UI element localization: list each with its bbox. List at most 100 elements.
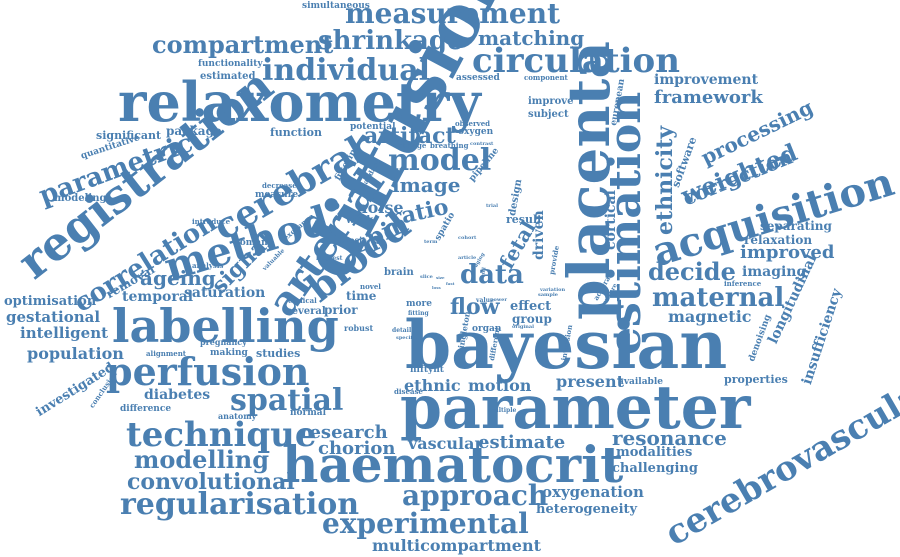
word-novel: novel bbox=[360, 282, 381, 291]
word-flow: flow bbox=[450, 294, 500, 320]
word-making: making bbox=[210, 348, 248, 358]
word-time: time bbox=[346, 289, 377, 303]
word-work: work bbox=[346, 215, 374, 226]
word-modelling: modelling bbox=[134, 445, 270, 474]
word-breathing: breathing bbox=[430, 141, 469, 150]
word-more: more bbox=[406, 299, 432, 309]
word-difference: difference bbox=[120, 404, 172, 414]
word-alignment: alignment bbox=[146, 349, 187, 358]
word-haematocrit: haematocrit bbox=[282, 435, 624, 494]
word-diabetes: diabetes bbox=[144, 387, 211, 403]
word-normal: normal bbox=[290, 408, 327, 418]
word-bayesian: bayesian bbox=[405, 306, 728, 384]
word-decide: decide bbox=[648, 257, 736, 286]
word-oxygenation: oxygenation bbox=[542, 483, 644, 501]
word-modeling: modeling bbox=[54, 193, 107, 204]
word-loss: loss bbox=[432, 285, 441, 290]
word-variation: variation bbox=[540, 287, 566, 293]
word-original: original bbox=[512, 324, 535, 330]
word-improvement: improvement bbox=[654, 72, 759, 88]
word-ethnic: ethnic bbox=[404, 376, 461, 395]
word-robust: robust bbox=[344, 323, 374, 333]
word-fast: fast bbox=[446, 281, 455, 286]
word-shrinkage: shrinkage bbox=[318, 26, 464, 56]
word-noise: noise bbox=[356, 198, 404, 217]
word-intelligent: intelligent bbox=[20, 324, 109, 342]
word-cohort: cohort bbox=[458, 235, 477, 241]
word-relaxometry: relaxometry bbox=[118, 70, 481, 134]
word-model: model bbox=[388, 143, 492, 178]
word-interest: interest bbox=[316, 255, 343, 262]
word-package: package bbox=[166, 124, 222, 138]
word-article: article bbox=[458, 255, 477, 261]
word-relaxation: relaxation bbox=[744, 233, 813, 247]
word-introduce: introduce bbox=[192, 217, 231, 226]
word-circulation: circulation bbox=[472, 41, 680, 81]
word-present: present bbox=[556, 372, 625, 391]
word-heterogeneity: heterogeneity bbox=[536, 502, 638, 517]
word-decrease: decrease bbox=[262, 181, 297, 190]
word-approach: approach bbox=[402, 479, 549, 512]
word-prior: prior bbox=[324, 303, 358, 317]
word-magnetic: magnetic bbox=[668, 307, 752, 326]
word-subject: subject bbox=[528, 109, 569, 120]
word-power: power bbox=[490, 297, 507, 303]
word-organ: organ bbox=[472, 324, 502, 334]
word-function: function bbox=[270, 126, 323, 139]
word-design: design bbox=[507, 178, 525, 217]
word-insufficiency: insufficiency bbox=[799, 286, 846, 387]
word-modalities: modalities bbox=[616, 445, 693, 460]
word-detail: detail bbox=[392, 327, 412, 334]
word-change: change bbox=[398, 141, 427, 150]
word-anatomy: anatomy bbox=[218, 411, 257, 421]
word-improve: improve bbox=[528, 96, 574, 107]
word-simultaneous: simultaneous bbox=[302, 1, 370, 11]
word-chorion: chorion bbox=[318, 438, 396, 459]
word-gestational: gestational bbox=[6, 308, 101, 326]
word-disease: disease bbox=[394, 387, 423, 396]
word-perfusion: perfusion bbox=[106, 349, 310, 394]
word-separating: separating bbox=[760, 219, 832, 233]
word-labelling: labelling bbox=[112, 299, 339, 353]
word-framework: framework bbox=[654, 87, 763, 108]
word-observed: observed bbox=[455, 119, 491, 128]
word-population: population bbox=[27, 344, 124, 363]
word-pregnancy: pregnancy bbox=[200, 337, 247, 347]
word-studies: studies bbox=[256, 347, 301, 360]
word-matching: matching bbox=[478, 26, 585, 50]
word-improved: improved bbox=[740, 242, 835, 263]
word-woman: woman bbox=[232, 238, 268, 248]
word-assessed: assessed bbox=[456, 73, 500, 83]
word-optimisation: optimisation bbox=[4, 294, 97, 309]
word-compartment: compartment bbox=[152, 30, 334, 59]
word-temporal: temporal bbox=[122, 289, 194, 305]
word-imaging: imaging bbox=[742, 264, 807, 280]
word-functionality: functionality bbox=[198, 59, 263, 69]
word-sample: sample bbox=[538, 292, 558, 298]
word-group: group bbox=[512, 312, 552, 326]
word-result: result bbox=[506, 213, 543, 226]
word-specific: specific bbox=[396, 335, 418, 341]
word-maternal: maternal bbox=[652, 283, 785, 313]
word-trial: trial bbox=[486, 203, 498, 209]
word-niftyfit: niftyfit bbox=[410, 365, 444, 375]
word-challenging: challenging bbox=[612, 461, 698, 476]
word-parameter: parameter bbox=[400, 373, 751, 443]
word-fitting: fitting bbox=[408, 310, 429, 317]
word-spatial: spatial bbox=[230, 383, 344, 418]
word-experimental: experimental bbox=[322, 507, 529, 540]
word-regularisation: regularisation bbox=[120, 487, 360, 522]
word-multiple: multiple bbox=[488, 407, 517, 414]
word-properties: properties bbox=[724, 373, 788, 386]
word-data: data bbox=[460, 260, 524, 290]
word-several: several bbox=[286, 306, 326, 317]
word-estimated: estimated bbox=[200, 71, 256, 82]
word-contrast: contrast bbox=[470, 141, 494, 147]
word-resonance: resonance bbox=[612, 426, 727, 450]
word-size: size bbox=[436, 275, 445, 280]
word-vascular: vascular bbox=[408, 434, 483, 453]
word-ageing: ageing bbox=[140, 266, 216, 290]
word-significant: significant bbox=[96, 129, 162, 142]
word-convolutional: convolutional bbox=[127, 469, 295, 495]
word-clinical: clinical bbox=[288, 296, 317, 305]
